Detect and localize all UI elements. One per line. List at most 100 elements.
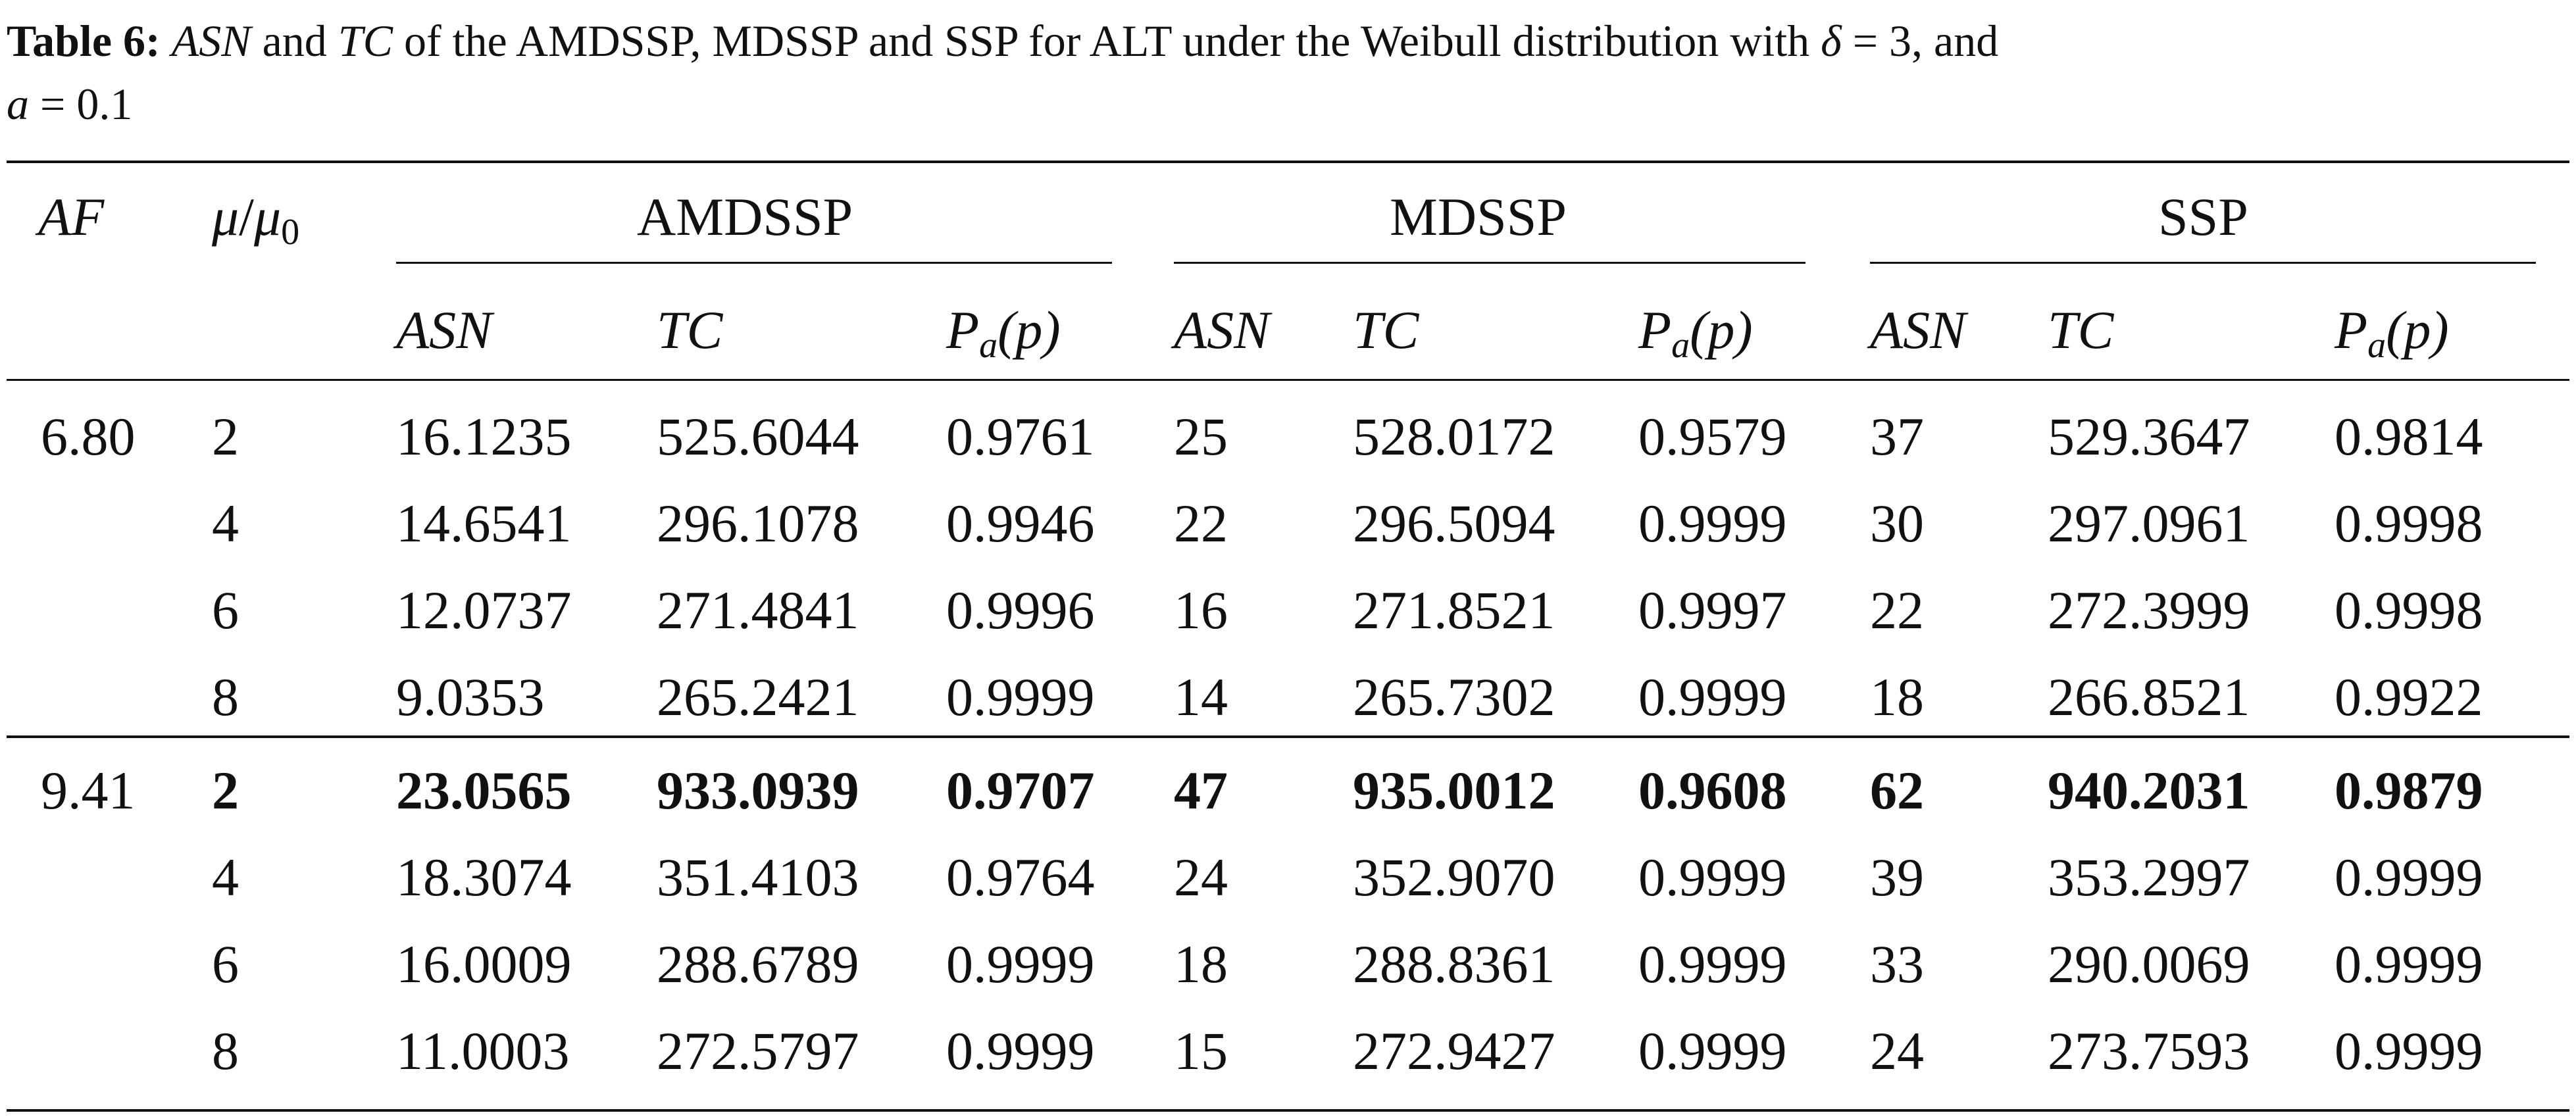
caption-tc: TC	[338, 16, 393, 66]
cell-value: 288.8361	[1353, 934, 1555, 994]
subheader-tc-mdssp: TC	[1353, 300, 1419, 360]
cell-value: 272.9427	[1353, 1021, 1555, 1081]
group-rule-amdssp	[396, 262, 1112, 264]
caption-text: of the AMDSSP, MDSSP and SSP for ALT und…	[392, 16, 1821, 66]
caption-a-value: = 0.1	[29, 79, 133, 129]
subheader-pa-mdssp: Pa(p)	[1638, 300, 1753, 366]
cell-mu: 6	[212, 580, 239, 640]
cell-value: 0.9998	[2335, 580, 2483, 640]
cell-value: 15	[1174, 1021, 1228, 1081]
cell-value: 0.9999	[1638, 847, 1787, 907]
cell-value: 16	[1174, 580, 1228, 640]
cell-value: 271.8521	[1353, 580, 1555, 640]
cell-mu: 4	[212, 847, 239, 907]
cell-value: 25	[1174, 407, 1228, 466]
cell-af: 9.41	[41, 760, 136, 820]
header-group-mdssp: MDSSP	[1390, 187, 1567, 247]
cell-value: 0.9997	[1638, 580, 1787, 640]
cell-value: 0.9579	[1638, 407, 1787, 466]
cell-value: 273.7593	[2048, 1021, 2250, 1081]
caption-delta: δ	[1821, 16, 1842, 66]
cell-value: 290.0069	[2048, 934, 2250, 994]
cell-value: 266.8521	[2048, 667, 2250, 727]
cell-value: 0.9608	[1638, 760, 1787, 820]
cell-value: 24	[1174, 847, 1228, 907]
cell-value: 297.0961	[2048, 493, 2250, 553]
subheader-pa-amdssp: Pa(p)	[946, 300, 1061, 366]
cell-value: 30	[1870, 493, 1924, 553]
cell-value: 22	[1174, 493, 1228, 553]
cell-value: 940.2031	[2048, 760, 2250, 820]
cell-value: 0.9998	[2335, 493, 2483, 553]
cell-mu: 4	[212, 493, 239, 553]
bottom-rule	[7, 1109, 2569, 1112]
cell-value: 9.0353	[396, 667, 545, 727]
cell-mu: 2	[212, 760, 239, 820]
cell-value: 0.9999	[946, 1021, 1095, 1081]
cell-value: 0.9707	[946, 760, 1095, 820]
cell-value: 265.7302	[1353, 667, 1555, 727]
cell-value: 14	[1174, 667, 1228, 727]
cell-value: 39	[1870, 847, 1924, 907]
cell-value: 23.0565	[396, 760, 572, 820]
cell-af: 6.80	[41, 407, 136, 466]
cell-value: 0.9999	[946, 667, 1095, 727]
subheader-tc-amdssp: TC	[657, 300, 723, 360]
cell-value: 296.1078	[657, 493, 859, 553]
caption-delta-value: = 3, and	[1841, 16, 1999, 66]
cell-value: 935.0012	[1353, 760, 1555, 820]
header-mu-ratio: μ/μ0	[212, 187, 300, 253]
cell-value: 529.3647	[2048, 407, 2250, 466]
cell-mu: 8	[212, 667, 239, 727]
caption-a: a	[7, 79, 29, 129]
header-rule	[7, 379, 2569, 381]
cell-value: 12.0737	[396, 580, 572, 640]
caption-and: and	[251, 16, 338, 66]
subheader-asn-amdssp: ASN	[396, 300, 492, 360]
cell-value: 0.9879	[2335, 760, 2483, 820]
subheader-tc-ssp: TC	[2048, 300, 2114, 360]
subheader-asn-mdssp: ASN	[1174, 300, 1270, 360]
cell-value: 0.9814	[2335, 407, 2483, 466]
cell-value: 0.9999	[946, 934, 1095, 994]
group-separator-rule	[7, 735, 2569, 738]
cell-value: 353.2997	[2048, 847, 2250, 907]
cell-value: 16.1235	[396, 407, 572, 466]
cell-value: 0.9922	[2335, 667, 2483, 727]
cell-value: 0.9764	[946, 847, 1095, 907]
cell-value: 272.3999	[2048, 580, 2250, 640]
cell-value: 0.9999	[1638, 1021, 1787, 1081]
cell-value: 47	[1174, 760, 1228, 820]
cell-value: 352.9070	[1353, 847, 1555, 907]
cell-mu: 6	[212, 934, 239, 994]
cell-value: 62	[1870, 760, 1924, 820]
cell-value: 0.9999	[1638, 667, 1787, 727]
cell-value: 0.9999	[2335, 934, 2483, 994]
header-group-amdssp: AMDSSP	[637, 187, 853, 247]
table-caption: Table 6: ASN and TC of the AMDSSP, MDSSP…	[7, 9, 2569, 136]
cell-value: 272.5797	[657, 1021, 859, 1081]
cell-value: 933.0939	[657, 760, 859, 820]
group-rule-ssp	[1870, 262, 2536, 264]
cell-value: 14.6541	[396, 493, 572, 553]
subheader-pa-ssp: Pa(p)	[2335, 300, 2449, 366]
cell-mu: 2	[212, 407, 239, 466]
cell-value: 296.5094	[1353, 493, 1555, 553]
cell-value: 265.2421	[657, 667, 859, 727]
top-rule	[7, 161, 2569, 163]
cell-value: 0.9996	[946, 580, 1095, 640]
cell-value: 22	[1870, 580, 1924, 640]
cell-value: 0.9999	[2335, 847, 2483, 907]
cell-value: 16.0009	[396, 934, 572, 994]
cell-value: 11.0003	[396, 1021, 570, 1081]
cell-value: 33	[1870, 934, 1924, 994]
cell-value: 18.3074	[396, 847, 572, 907]
cell-value: 0.9999	[1638, 493, 1787, 553]
header-af: AF	[38, 187, 105, 247]
cell-value: 351.4103	[657, 847, 859, 907]
cell-value: 24	[1870, 1021, 1924, 1081]
cell-value: 0.9946	[946, 493, 1095, 553]
header-group-ssp: SSP	[2158, 187, 2248, 247]
cell-value: 0.9999	[2335, 1021, 2483, 1081]
